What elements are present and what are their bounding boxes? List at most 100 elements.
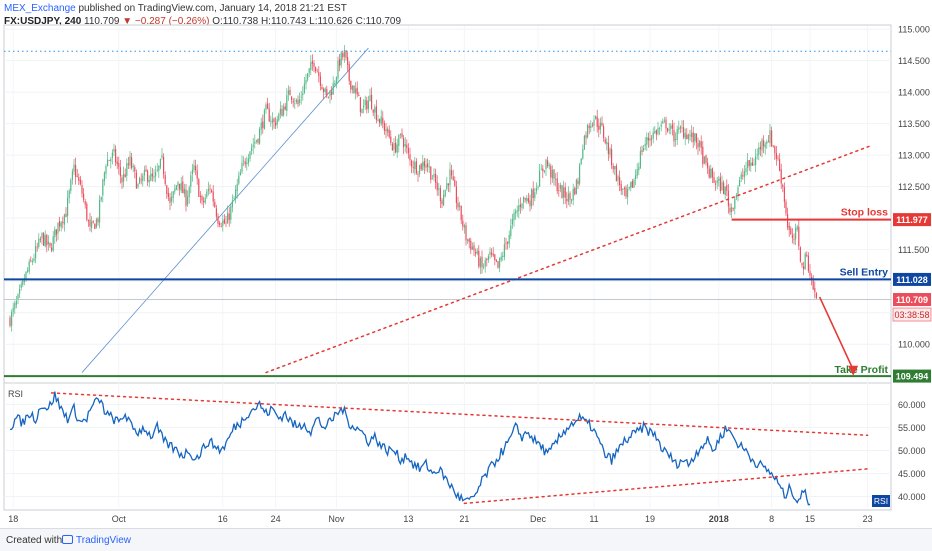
bearish-candle xyxy=(59,221,61,227)
bullish-candle xyxy=(35,246,37,259)
bearish-candle xyxy=(151,173,153,177)
time-tick-label: Oct xyxy=(112,514,127,524)
bullish-candle xyxy=(38,238,40,247)
price-pane[interactable] xyxy=(3,24,892,384)
bearish-candle xyxy=(708,168,710,178)
bullish-candle xyxy=(238,175,240,184)
bullish-candle xyxy=(300,96,302,98)
bearish-candle xyxy=(439,188,441,202)
price-tick-label: 115.000 xyxy=(898,25,930,35)
bullish-candle xyxy=(756,154,758,156)
publisher-link[interactable]: MEX_Exchange xyxy=(4,3,76,14)
tradingview-link[interactable]: TradingView xyxy=(62,535,131,546)
last-price-tag xyxy=(893,293,931,307)
bullish-candle xyxy=(449,169,451,186)
bullish-candle xyxy=(187,196,189,205)
bullish-candle xyxy=(161,155,163,158)
down-arrow-icon: ▼ xyxy=(122,16,133,27)
bullish-candle xyxy=(343,50,345,57)
tradingview-logo-icon xyxy=(62,535,73,544)
bearish-candle xyxy=(719,177,721,192)
usdjpy-chart[interactable]: RSI RSI Stop loss Sell Entry Take Profit 11… xyxy=(0,0,932,528)
bullish-candle xyxy=(171,196,173,202)
fan-line xyxy=(81,47,369,373)
bearish-candle xyxy=(196,170,198,179)
bullish-candle xyxy=(44,235,46,247)
bearish-candle xyxy=(767,141,769,143)
bullish-candle xyxy=(433,173,435,178)
bullish-candle xyxy=(207,188,209,192)
bullish-candle xyxy=(396,144,398,153)
bearish-candle xyxy=(79,179,81,185)
bearish-candle xyxy=(366,100,368,110)
bullish-candle xyxy=(735,194,737,198)
rsi-pane-label: RSI xyxy=(8,389,23,399)
bullish-candle xyxy=(633,180,635,188)
bullish-candle xyxy=(310,62,312,70)
bullish-candle xyxy=(204,197,206,203)
bearish-candle xyxy=(201,195,203,201)
bullish-candle xyxy=(23,280,25,282)
bearish-candle xyxy=(700,141,702,148)
bullish-candle xyxy=(246,162,248,165)
bullish-candle xyxy=(484,260,486,267)
bearish-candle xyxy=(427,163,429,168)
bullish-candle xyxy=(521,203,523,208)
bearish-candle xyxy=(601,122,603,126)
bullish-candle xyxy=(22,280,24,285)
bullish-candle xyxy=(377,119,379,121)
bearish-candle xyxy=(561,185,563,199)
bearish-candle xyxy=(468,238,470,243)
bearish-candle xyxy=(118,163,120,168)
bearish-candle xyxy=(547,160,549,166)
bearish-candle xyxy=(462,220,464,227)
bullish-candle xyxy=(652,132,654,139)
bullish-candle xyxy=(551,169,553,179)
rsi-tick-label: 45.000 xyxy=(898,469,926,479)
bearish-candle xyxy=(631,181,633,188)
bullish-candle xyxy=(263,109,265,130)
rsi-pane[interactable] xyxy=(3,382,892,511)
bullish-candle xyxy=(286,95,288,112)
bullish-candle xyxy=(31,261,33,262)
bearish-candle xyxy=(569,193,571,200)
bullish-candle xyxy=(636,169,638,176)
bullish-candle xyxy=(14,303,16,309)
bullish-candle xyxy=(766,141,768,144)
bearish-candle xyxy=(641,150,643,152)
bullish-candle xyxy=(571,199,573,202)
symbol-label[interactable]: FX:USDJPY, 240 xyxy=(4,16,82,27)
price-tick-label: 113.500 xyxy=(898,119,930,129)
bearish-candle xyxy=(705,155,707,163)
bullish-candle xyxy=(534,192,536,199)
bullish-candle xyxy=(502,255,504,258)
bullish-candle xyxy=(73,164,75,172)
time-tick-label: 23 xyxy=(863,514,873,524)
bullish-candle xyxy=(236,184,238,192)
bearish-candle xyxy=(686,134,688,140)
bearish-candle xyxy=(815,293,817,298)
bearish-candle xyxy=(81,185,83,194)
bearish-candle xyxy=(457,202,459,208)
bullish-candle xyxy=(479,258,481,268)
bullish-candle xyxy=(294,103,296,105)
bearish-candle xyxy=(470,240,472,250)
bullish-candle xyxy=(52,236,54,251)
bullish-candle xyxy=(489,251,491,255)
bearish-candle xyxy=(347,57,349,65)
bullish-candle xyxy=(11,312,13,326)
bearish-candle xyxy=(473,245,475,251)
bullish-candle xyxy=(111,152,113,159)
bearish-candle xyxy=(566,199,568,201)
bearish-candle xyxy=(779,159,781,171)
bearish-candle xyxy=(131,157,133,168)
bearish-candle xyxy=(327,96,329,98)
bullish-candle xyxy=(329,90,331,97)
time-tick-label: 15 xyxy=(805,514,815,524)
bullish-candle xyxy=(243,160,245,162)
bearish-candle xyxy=(558,190,560,191)
bullish-candle xyxy=(278,113,280,121)
bearish-candle xyxy=(371,94,373,109)
bearish-candle xyxy=(651,138,653,140)
rsi-badge-text: RSI xyxy=(874,496,888,506)
